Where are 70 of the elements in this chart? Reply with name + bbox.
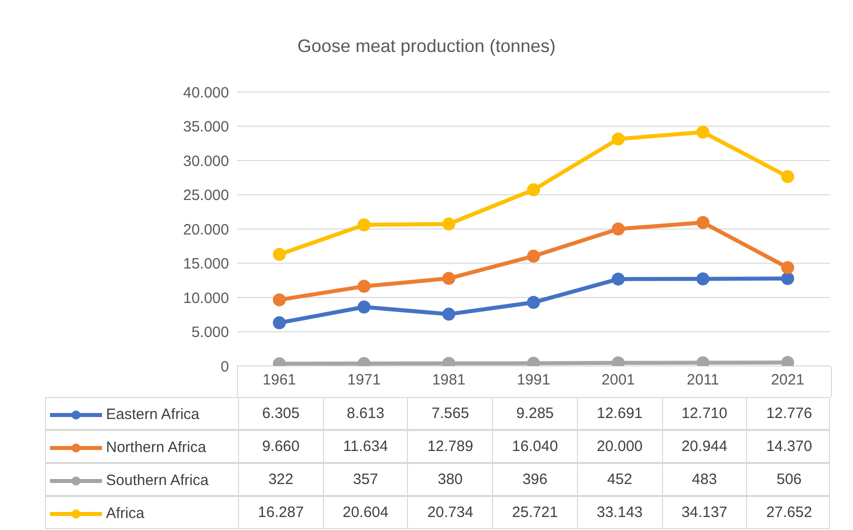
data-label: 322 [238,464,323,495]
y-tick-label: 30.000 [183,152,229,170]
point [272,293,286,306]
data-label: 34.137 [662,497,746,528]
x-tick-label: 1981 [432,372,466,389]
x-tick-label: 1961 [262,372,296,389]
y-tick-label: 20.000 [183,221,229,238]
data-label: 12.789 [407,431,492,462]
data-label: 27.652 [746,497,831,528]
legend-label: Africa [106,505,144,522]
data-label: 12.691 [576,398,662,429]
legend-label: Northern Africa [106,439,206,456]
data-label: 16.040 [492,431,577,462]
data-label: 506 [746,464,831,495]
point [358,218,371,232]
point [442,272,456,285]
point [442,308,456,321]
data-label: 12.776 [746,398,831,429]
data-label: 20.944 [662,431,746,462]
point [527,296,540,309]
point [358,280,371,293]
x-tick-label: 2001 [602,372,635,389]
point [442,217,456,230]
data-label: 396 [492,464,577,495]
data-label: 9.285 [492,398,577,429]
point [696,126,710,139]
chart-title: Goose meat production (tonnes) [296,36,557,57]
data-label: 33.143 [576,497,662,528]
y-tick-label: 15.000 [183,256,229,273]
data-label: 16.287 [238,497,323,528]
point [781,170,794,184]
point [272,248,286,261]
data-label: 25.721 [492,497,577,528]
data-label: 14.370 [746,431,831,462]
x-tick-label: 2011 [686,372,720,389]
point [358,300,371,314]
data-label: 12.710 [662,398,746,429]
data-label: 483 [662,464,746,495]
x-tick-label: 1991 [516,372,550,389]
y-tick-label: 40.000 [183,84,229,102]
x-tick-label: 2021 [770,372,804,389]
y-tick-label: 35.000 [183,118,229,136]
point [527,250,540,263]
point [696,272,710,286]
y-tick-label: 10.000 [183,290,229,307]
point [272,316,286,330]
point [781,261,794,274]
y-tick-label: 25.000 [183,187,229,204]
point [527,183,540,196]
data-label: 7.565 [407,398,492,429]
data-label: 20.734 [407,497,492,528]
x-tick-label: 1971 [347,372,381,389]
data-label: 452 [576,464,662,495]
data-label: 6.305 [238,398,323,429]
data-label: 8.613 [322,398,408,429]
point [696,216,710,230]
y-tick-label: 0 [220,358,229,376]
point [612,272,625,286]
data-label: 11.634 [322,431,408,462]
data-label: 380 [407,464,492,495]
point [612,132,625,146]
legend-label: Eastern Africa [106,406,200,423]
y-tick-label: 5.000 [191,324,229,342]
data-label: 9.660 [238,431,323,462]
legend-label: Southern Africa [106,472,209,489]
data-label: 20.000 [576,431,662,462]
point [781,272,794,285]
point [612,222,625,236]
data-label: 20.604 [322,497,408,528]
data-label: 357 [322,464,408,495]
